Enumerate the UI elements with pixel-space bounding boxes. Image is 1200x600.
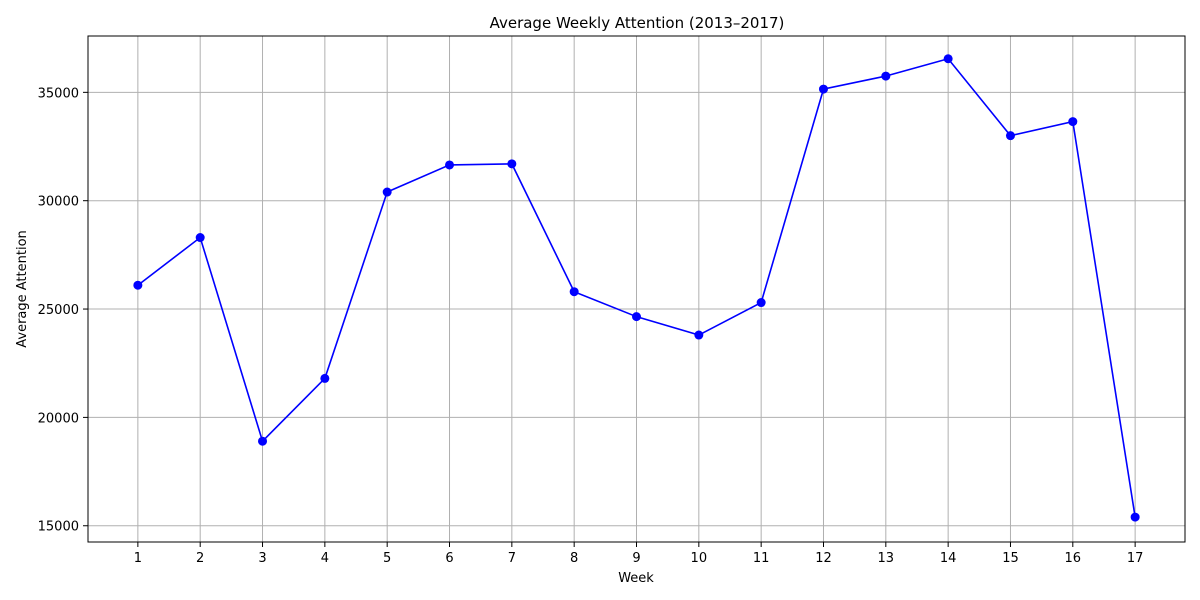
y-tick-label: 35000	[38, 86, 79, 101]
y-tick-label: 25000	[38, 303, 79, 318]
x-tick-label: 17	[1127, 551, 1144, 566]
x-tick-label: 12	[815, 551, 832, 566]
data-point	[1130, 512, 1140, 522]
x-tick-label: 10	[691, 551, 708, 566]
x-axis-ticks: 1 2 3 4 5 6 7 8 9 10 11 12 13 14 15 16 17	[134, 542, 1144, 566]
x-tick-label: 2	[196, 551, 204, 566]
data-point	[507, 159, 517, 169]
data-point	[881, 71, 891, 81]
y-axis-ticks: 15000 20000 25000 30000 35000	[38, 86, 88, 535]
data-point	[445, 160, 455, 170]
data-point	[632, 312, 641, 322]
x-tick-label: 3	[258, 551, 266, 566]
x-tick-label: 8	[570, 551, 578, 566]
y-axis-label: Average Attention	[15, 230, 30, 348]
data-point	[1005, 131, 1015, 141]
data-point	[569, 287, 579, 297]
x-tick-label: 15	[1002, 551, 1019, 566]
y-tick-label: 20000	[38, 411, 79, 426]
data-point	[133, 280, 143, 290]
data-point	[943, 54, 953, 64]
data-point	[1068, 117, 1078, 127]
data-point	[382, 187, 392, 197]
data-point	[756, 298, 766, 308]
chart-title: Average Weekly Attention (2013–2017)	[490, 14, 785, 32]
x-tick-label: 14	[940, 551, 957, 566]
x-tick-label: 11	[753, 551, 770, 566]
x-tick-label: 16	[1065, 551, 1082, 566]
x-tick-label: 6	[445, 551, 453, 566]
y-tick-label: 30000	[38, 195, 79, 210]
x-tick-label: 5	[383, 551, 391, 566]
y-tick-label: 15000	[38, 520, 79, 535]
x-tick-label: 9	[632, 551, 640, 566]
x-tick-label: 13	[878, 551, 895, 566]
grid-lines	[88, 36, 1185, 542]
x-tick-label: 4	[321, 551, 329, 566]
data-point	[258, 436, 268, 446]
data-point	[818, 84, 828, 94]
x-axis-label: Week	[618, 571, 654, 586]
x-tick-label: 1	[134, 551, 142, 566]
data-point	[694, 330, 704, 340]
x-tick-label: 7	[508, 551, 516, 566]
data-point	[195, 233, 205, 243]
data-point-layer	[133, 54, 1140, 522]
data-point	[320, 373, 330, 383]
